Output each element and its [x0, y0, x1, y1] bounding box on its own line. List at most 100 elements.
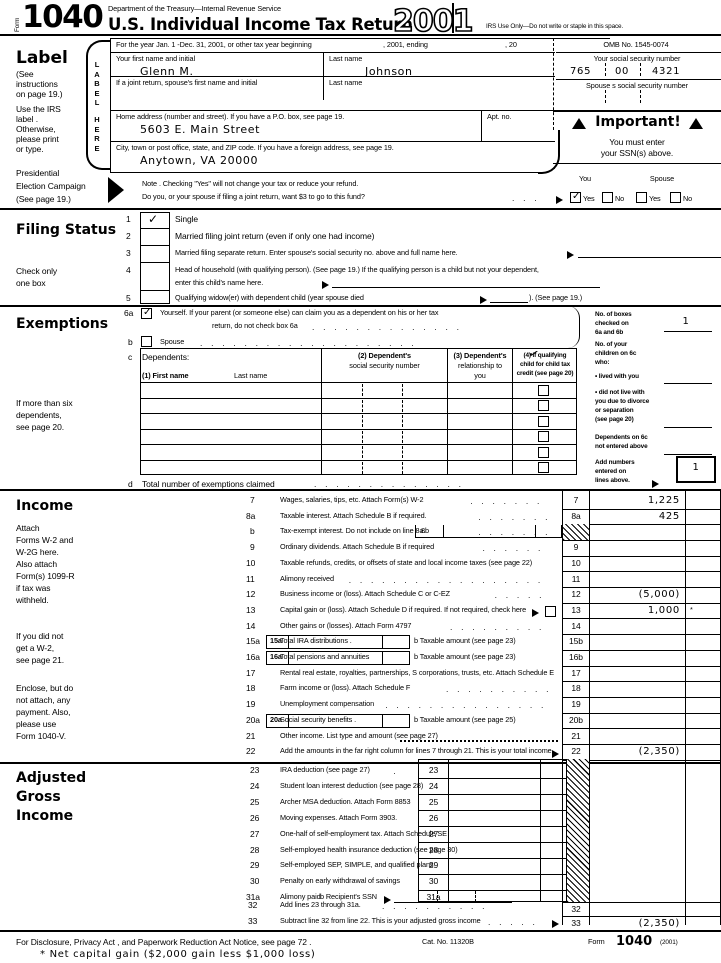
income-note-line: withheld.	[16, 595, 49, 605]
income-line-arrow-icon	[552, 750, 559, 759]
exemption-6a-text-2: return, do not check box 6a	[212, 321, 298, 330]
exemptions-side-4d: (see page 20)	[595, 416, 634, 423]
dependent-name-input[interactable]	[148, 431, 313, 443]
ssn-part-2[interactable]: 00	[615, 66, 630, 77]
income-line-amount[interactable]: (5,000)	[638, 589, 680, 601]
income-line-amount[interactable]: (2,350)	[638, 746, 680, 758]
filing-status-4-name-input[interactable]	[332, 277, 600, 288]
income-line-boxnum: 16b	[569, 652, 583, 662]
dependents-col-divider-3	[512, 348, 513, 475]
dependent-child-credit-checkbox[interactable]	[538, 462, 549, 473]
income-line-dashes	[400, 739, 558, 742]
triangle-left-icon	[572, 118, 586, 129]
agi-row-rule	[418, 826, 567, 827]
income-sub-box	[415, 525, 562, 539]
income-note-line: get a W-2,	[16, 643, 55, 653]
dependents-col-divider-1	[321, 348, 322, 475]
income-row-rule	[562, 728, 721, 730]
city-value[interactable]: Anytown, VA 20000	[140, 154, 259, 167]
dependent-relationship-input[interactable]	[449, 446, 509, 458]
income-hatched-cell	[563, 524, 589, 540]
income-line-boxnum: 18	[571, 683, 581, 694]
agi-line-33-amount[interactable]: (2,350)	[638, 918, 680, 929]
ssn-divider-2	[640, 63, 641, 76]
dependent-relationship-input[interactable]	[449, 384, 509, 396]
first-name-value[interactable]: Glenn M.	[140, 65, 194, 78]
filing-status-option-2[interactable]: Married filing joint return (even if onl…	[175, 231, 375, 241]
income-line-amount[interactable]: 1,225	[647, 495, 680, 506]
filing-status-3-name-input[interactable]	[578, 247, 721, 258]
filing-status-option-4[interactable]: Head of household (with qualifying perso…	[175, 265, 539, 274]
dependents-col3-header-3: you	[474, 371, 486, 380]
dependent-name-input[interactable]	[148, 400, 313, 412]
exemption-6a-dots: . . . . . . . . . . . . . .	[312, 322, 463, 332]
exemptions-total-value: 1	[692, 462, 700, 473]
exemption-6c-num: c	[128, 352, 133, 362]
income-line-boxnum: 8a	[571, 510, 581, 521]
exemptions-note-2: dependents,	[16, 410, 62, 420]
dependent-name-input[interactable]	[148, 446, 313, 458]
dependent-relationship-input[interactable]	[449, 462, 509, 474]
header-rule	[0, 34, 721, 36]
presidential-title-3: (See page 19.)	[16, 194, 71, 204]
dependent-relationship-input[interactable]	[449, 431, 509, 443]
exemption-6b-dots: . . . . . . . . . . . . . . . . . . . .	[200, 338, 417, 348]
last-name-label: Last name	[329, 54, 363, 63]
filing-status-option-5[interactable]: Qualifying widow(er) with dependent chil…	[175, 293, 364, 302]
exemption-6b-checkbox[interactable]	[141, 336, 152, 347]
presidential-you-yes-checkbox[interactable]: ✓	[570, 192, 581, 203]
exemption-6a-checkbox[interactable]: ✓	[141, 308, 152, 319]
dependent-row-rule	[140, 428, 577, 430]
exemptions-total-box[interactable]: 1	[676, 456, 716, 483]
address-value[interactable]: 5603 E. Main Street	[140, 123, 261, 136]
income-row-rule	[562, 524, 721, 526]
fs-cb-rule-2	[140, 245, 170, 246]
dependent-child-credit-checkbox[interactable]	[538, 384, 549, 396]
dependent-child-credit-checkbox[interactable]	[538, 446, 549, 458]
income-line-dots: . . . . .	[494, 590, 545, 601]
dependent-relationship-input[interactable]	[449, 400, 509, 412]
agi-recipient-ssn-input[interactable]	[394, 891, 512, 904]
last-name-value[interactable]: Johnson	[365, 65, 413, 78]
dependent-name-input[interactable]	[148, 462, 313, 474]
presidential-spouse-yes-checkbox[interactable]	[636, 192, 647, 203]
dependent-ssn-divider-2	[402, 399, 403, 412]
income-line-amount[interactable]: 1,000	[647, 604, 680, 616]
dependent-child-credit-checkbox[interactable]	[538, 400, 549, 411]
exemptions-side-4c: or separation	[595, 407, 634, 414]
agi-row-rule	[418, 857, 567, 859]
filing-status-1-checkmark[interactable]: ✓	[148, 212, 159, 226]
filing-status-option-3[interactable]: Married filing separate return. Enter sp…	[175, 248, 458, 257]
presidential-you-no-checkbox[interactable]	[602, 192, 613, 203]
income-sub-box	[266, 635, 410, 650]
dependent-name-input[interactable]	[148, 415, 313, 427]
income-line-dots: . . . . . . . . .	[450, 621, 545, 632]
income-line-text: Wages, salaries, tips, etc. Attach Form(…	[280, 495, 424, 504]
dependent-name-input[interactable]	[148, 384, 313, 396]
income-line-amount[interactable]: 425	[658, 510, 680, 522]
income-line-checkbox[interactable]	[545, 605, 556, 617]
important-heading: Important!	[595, 114, 681, 130]
exemptions-side-1-value[interactable]: 1	[682, 316, 690, 327]
income-note-line: please use	[16, 719, 57, 729]
dependent-child-credit-checkbox[interactable]	[538, 415, 549, 427]
presidential-spouse-no-checkbox[interactable]	[670, 192, 681, 203]
income-line-num: 19	[246, 699, 256, 710]
address-label: Home address (number and street). If you…	[116, 112, 345, 121]
ssn-part-3[interactable]: 4321	[652, 66, 681, 77]
filing-status-5-year-input[interactable]	[490, 292, 528, 303]
dependent-relationship-input[interactable]	[449, 415, 509, 427]
filing-status-option-1[interactable]: Single	[175, 214, 199, 224]
dependent-ssn-divider-2	[402, 384, 403, 396]
ssn-part-1[interactable]: 765	[570, 66, 592, 77]
agi-recipient-ssn-divider-2	[475, 891, 476, 903]
dependent-row-rule	[140, 444, 577, 445]
dependent-child-credit-checkbox[interactable]	[538, 431, 549, 442]
exemptions-side-4b: you due to divorce	[595, 398, 650, 405]
fs-cb-rule-4	[140, 290, 170, 291]
income-line-text: Other gains or (losses). Attach Form 479…	[280, 620, 412, 630]
income-line-num: 7	[250, 495, 255, 505]
filing-status-note-1: Check only	[16, 266, 58, 276]
income-bottom-rule	[0, 762, 721, 764]
income-line-num: 18	[246, 683, 256, 694]
